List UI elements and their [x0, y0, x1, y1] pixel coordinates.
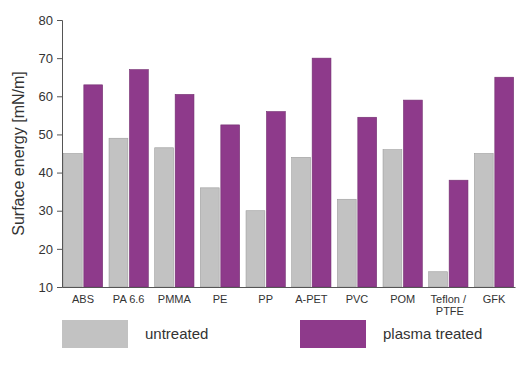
- legend-swatch: [62, 320, 128, 348]
- legend-label: plasma treated: [383, 325, 482, 342]
- tick-label-line: PTFE: [433, 305, 464, 317]
- bar: [403, 100, 422, 287]
- tick: PVC: [346, 293, 369, 305]
- tick-label: 50: [39, 127, 53, 142]
- bar: [266, 112, 285, 287]
- tick: PP: [258, 293, 273, 305]
- tick-label: GFK: [483, 293, 506, 305]
- tick: 60: [39, 89, 62, 104]
- tick-mark: [57, 211, 62, 212]
- chart: 10 20 30 40 50 60 70 80 ABS PA 6.6 PMMA PE PP A-PET PV…: [0, 0, 522, 380]
- tick: 30: [39, 203, 62, 218]
- tick-mark: [57, 20, 62, 21]
- bars: [63, 58, 513, 287]
- bar: [429, 272, 448, 287]
- bar: [175, 94, 194, 287]
- bar: [358, 117, 377, 287]
- tick-label: PVC: [346, 293, 369, 305]
- bar: [200, 188, 219, 287]
- tick-mark: [57, 287, 62, 288]
- tick-mark: [57, 58, 62, 59]
- legend-item: plasma treated: [300, 320, 482, 348]
- tick: 40: [39, 165, 62, 180]
- tick: 50: [39, 127, 62, 142]
- tick-label: POM: [390, 293, 415, 305]
- tick: 70: [39, 51, 62, 66]
- bar: [221, 125, 240, 287]
- tick-label: PMMA: [158, 293, 192, 305]
- tick-label: 30: [39, 203, 53, 218]
- bar: [246, 211, 265, 287]
- tick: PMMA: [158, 293, 192, 305]
- tick: ABS: [72, 293, 94, 305]
- y-axis-line: [57, 21, 63, 288]
- tick: 20: [39, 242, 62, 257]
- bar: [63, 154, 82, 288]
- bar: [449, 180, 468, 287]
- bar: [109, 138, 128, 287]
- legend-item: untreated: [62, 320, 208, 348]
- tick-mark: [57, 249, 62, 250]
- bar: [337, 199, 356, 287]
- tick-mark: [57, 96, 62, 97]
- bar: [495, 77, 514, 287]
- tick-label: A-PET: [295, 293, 328, 305]
- tick-label: PA 6.6: [113, 293, 145, 305]
- legend-swatch: [300, 320, 366, 348]
- tick-label: 60: [39, 89, 53, 104]
- tick-label: 80: [39, 13, 53, 28]
- legend: untreated plasma treated: [62, 320, 482, 348]
- tick-label: 20: [39, 242, 53, 257]
- tick-mark: [57, 134, 62, 135]
- tick-label-line: Teflon /: [431, 293, 467, 305]
- tick: 80: [39, 13, 62, 28]
- legend-label: untreated: [145, 325, 208, 342]
- bar: [312, 58, 331, 287]
- y-axis-title: Surface energy [mN/m]: [10, 71, 27, 236]
- bar: [383, 150, 402, 287]
- x-axis-line: [63, 287, 516, 288]
- plot: 10 20 30 40 50 60 70 80 ABS PA 6.6 PMMA PE PP A-PET PV…: [39, 13, 516, 318]
- bar: [474, 154, 493, 288]
- tick: PA 6.6: [113, 293, 145, 305]
- tick: PE: [213, 293, 228, 305]
- tick-label: ABS: [72, 293, 94, 305]
- tick-label: 10: [39, 280, 53, 295]
- y-axis: 10 20 30 40 50 60 70 80: [39, 13, 63, 295]
- tick: POM: [390, 293, 415, 305]
- tick-label: PP: [258, 293, 273, 305]
- tick-label: 40: [39, 165, 53, 180]
- bar: [84, 85, 103, 287]
- tick-label: Teflon / PTFE: [431, 293, 467, 318]
- tick-label: PE: [213, 293, 228, 305]
- tick: A-PET: [295, 293, 328, 305]
- x-axis: ABS PA 6.6 PMMA PE PP A-PET PVC POM Teflon / PTF…: [63, 288, 516, 318]
- bar: [292, 157, 311, 287]
- tick: Teflon / PTFE: [431, 293, 467, 318]
- bar: [155, 148, 174, 287]
- tick-label: 70: [39, 51, 53, 66]
- series: [84, 58, 514, 287]
- tick-mark: [57, 173, 62, 174]
- tick: 10: [39, 280, 62, 295]
- bar: [129, 70, 148, 287]
- tick: GFK: [483, 293, 506, 305]
